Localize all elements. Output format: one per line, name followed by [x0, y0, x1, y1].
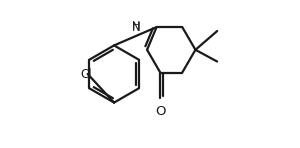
Text: O: O	[155, 105, 166, 118]
Text: H: H	[132, 21, 140, 31]
Text: Cl: Cl	[80, 67, 92, 81]
Text: N: N	[132, 21, 140, 34]
